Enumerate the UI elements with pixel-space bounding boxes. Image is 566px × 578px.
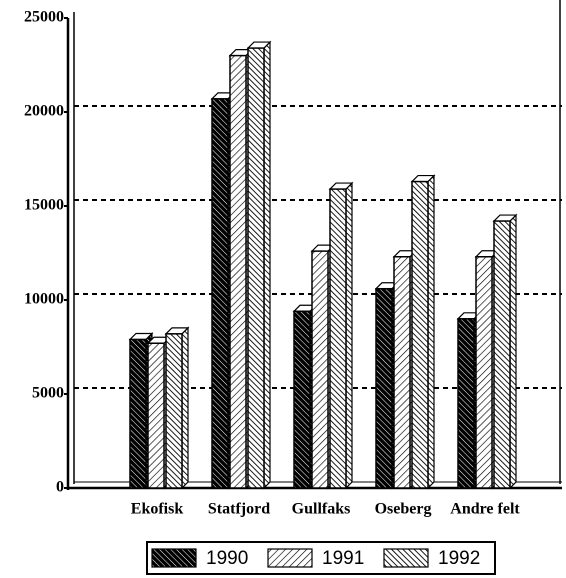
bar xyxy=(375,287,393,489)
legend-label: 1990 xyxy=(206,548,248,569)
bar xyxy=(493,220,511,489)
bar xyxy=(293,310,311,489)
y-tick-label: 10000 xyxy=(24,291,64,308)
x-tick-label: Andre felt xyxy=(450,501,520,518)
bar xyxy=(147,342,165,489)
legend-label: 1992 xyxy=(438,548,480,569)
bar-side xyxy=(509,213,517,490)
bar xyxy=(229,54,247,489)
bar xyxy=(411,180,429,489)
y-tick-label: 5000 xyxy=(32,385,64,402)
x-tick-label: Oseberg xyxy=(375,501,432,518)
bar-side xyxy=(427,174,435,490)
x-tick-label: Statfjord xyxy=(208,501,270,518)
bar xyxy=(129,338,147,489)
bar xyxy=(165,333,183,489)
bar xyxy=(211,98,229,489)
bar-side xyxy=(345,181,353,490)
y-tick-label: 20000 xyxy=(24,103,64,120)
legend-swatch xyxy=(151,548,197,568)
bar-side xyxy=(263,40,271,490)
y-tick-label: 25000 xyxy=(24,9,64,26)
legend-label: 1991 xyxy=(322,548,364,569)
y-tick-label: 0 xyxy=(56,479,64,496)
legend-swatch xyxy=(267,548,313,568)
bar-side xyxy=(181,326,189,490)
y-tick-label: 15000 xyxy=(24,197,64,214)
bar xyxy=(393,256,411,489)
bar xyxy=(457,318,475,489)
bar xyxy=(247,47,265,489)
x-tick-label: Ekofisk xyxy=(131,501,184,518)
bar xyxy=(329,188,347,489)
legend xyxy=(146,541,496,575)
legend-swatch xyxy=(383,548,429,568)
bar xyxy=(311,250,329,489)
bar xyxy=(475,256,493,489)
x-tick-label: Gullfaks xyxy=(292,501,351,518)
